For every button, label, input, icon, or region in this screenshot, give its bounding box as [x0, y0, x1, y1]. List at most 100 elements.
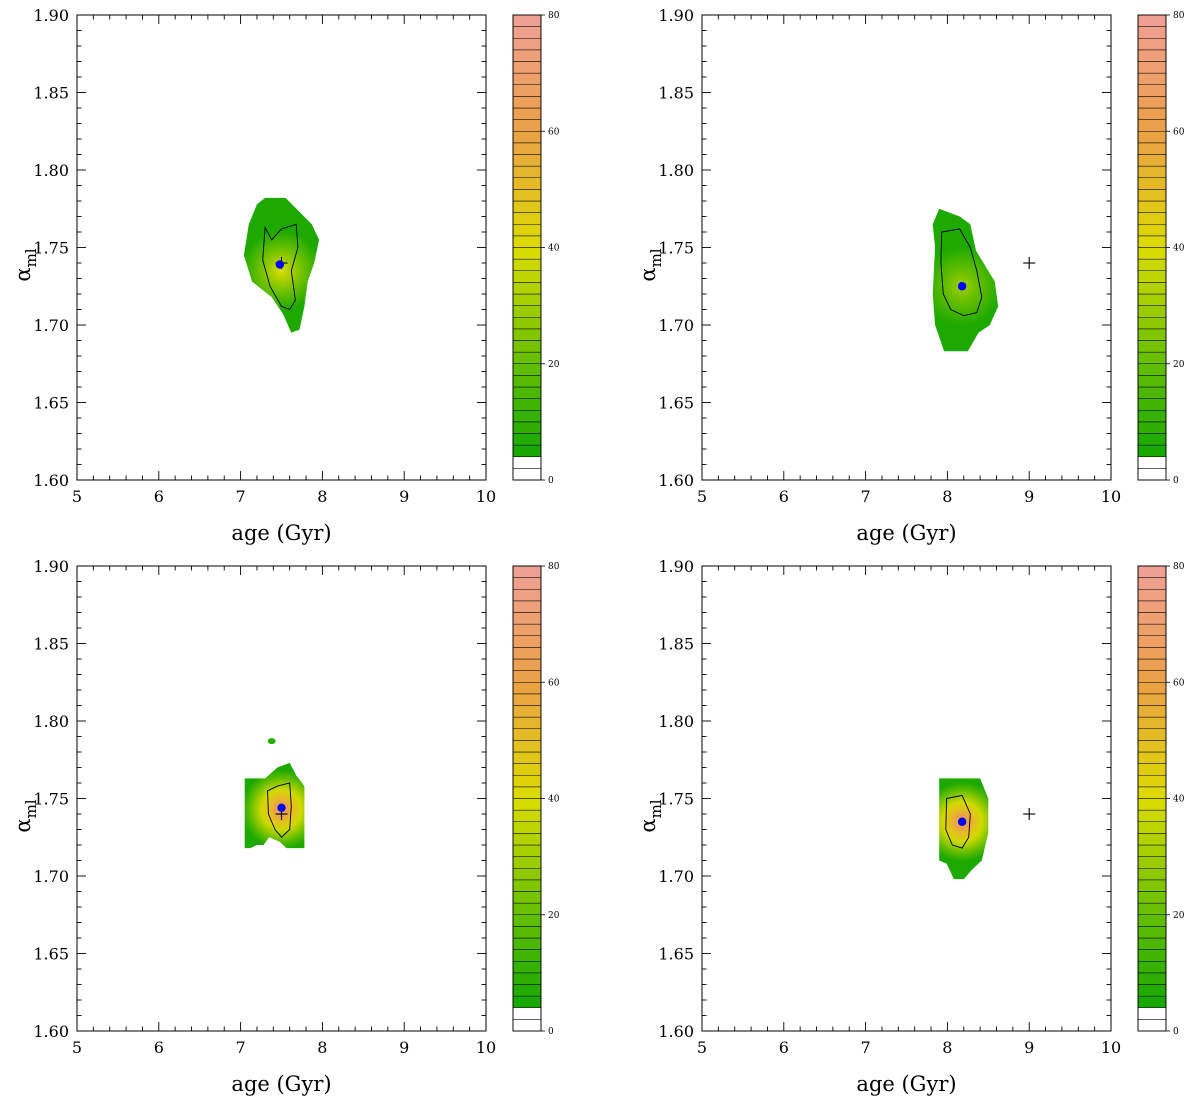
y-tick-label: 1.85 — [658, 84, 694, 103]
colorbar-tick-label: 80 — [548, 562, 560, 572]
colorbar-tick-label: 20 — [548, 911, 560, 921]
y-tick-label: 1.70 — [658, 316, 694, 335]
colorbar: 0 20 40 60 80 — [512, 11, 560, 486]
y-axis-label: αml — [11, 248, 40, 281]
y-tick-label: 1.90 — [33, 6, 69, 25]
y-tick-label: 1.60 — [33, 1022, 69, 1041]
colorbar-tick-label: 0 — [1173, 1027, 1179, 1037]
panel-bottom-left: 5 6 7 8 9 10 1.60 1.65 1.70 1.75 1.80 1.85 1.90 age (… — [11, 557, 560, 1096]
best-fit-point — [275, 260, 285, 269]
x-tick-label: 10 — [476, 1038, 496, 1057]
ticks — [76, 14, 487, 481]
ticks — [76, 565, 487, 1032]
y-tick-label: 1.80 — [658, 712, 694, 731]
probability-region — [932, 208, 999, 352]
y-tick-label: 1.60 — [658, 1022, 694, 1041]
x-tick-label: 5 — [697, 487, 707, 506]
best-fit-point — [957, 282, 967, 291]
panel-bottom-right: 5 6 7 8 9 10 1.60 1.65 1.70 1.75 1.80 1.85 1.90 age (… — [636, 557, 1185, 1096]
x-axis-label: age (Gyr) — [231, 521, 331, 545]
x-tick-label: 10 — [1101, 1038, 1121, 1057]
colorbar-tick-label: 60 — [1173, 127, 1185, 137]
colorbar: 0 20 40 60 80 — [512, 562, 560, 1037]
y-tick-label: 1.75 — [658, 790, 694, 809]
x-axis-label: age (Gyr) — [231, 1072, 331, 1096]
confidence-contour — [945, 794, 971, 849]
x-tick-label: 5 — [72, 1038, 82, 1057]
y-axis-label: αml — [636, 248, 665, 281]
x-tick-label: 10 — [476, 487, 496, 506]
best-fit-point — [957, 817, 967, 826]
colorbar-tick-label: 60 — [548, 678, 560, 688]
x-tick-label: 7 — [236, 487, 246, 506]
x-tick-label: 9 — [1024, 1038, 1034, 1057]
y-tick-label: 1.80 — [33, 161, 69, 180]
probability-region — [939, 778, 989, 880]
y-axis-label: αml — [636, 799, 665, 832]
ticks — [701, 565, 1112, 1032]
x-tick-label: 10 — [1101, 487, 1121, 506]
y-tick-label: 1.85 — [33, 635, 69, 654]
axes-frame — [701, 565, 1112, 1032]
y-tick-label: 1.90 — [658, 557, 694, 576]
true-value-marker — [1023, 808, 1036, 820]
x-tick-label: 9 — [399, 1038, 409, 1057]
colorbar-tick-label: 40 — [548, 795, 560, 805]
panel-top-left: 5 6 7 8 9 10 1.60 1.65 1.70 1.75 1.80 1.85 1.90 age (… — [11, 6, 560, 545]
y-tick-label: 1.70 — [658, 867, 694, 886]
y-tick-label: 1.60 — [33, 471, 69, 490]
y-tick-label: 1.70 — [33, 316, 69, 335]
x-tick-label: 6 — [779, 1038, 789, 1057]
colorbar: 0 20 40 60 80 — [1137, 11, 1185, 486]
x-tick-label: 5 — [697, 1038, 707, 1057]
colorbar-tick-label: 80 — [1173, 562, 1185, 572]
colorbar-tick-label: 20 — [1173, 360, 1185, 370]
y-tick-label: 1.65 — [33, 394, 69, 413]
y-tick-label: 1.75 — [33, 790, 69, 809]
confidence-contour — [940, 228, 983, 317]
x-axis-label: age (Gyr) — [856, 521, 956, 545]
colorbar-tick-label: 40 — [548, 244, 560, 254]
y-tick-label: 1.80 — [658, 161, 694, 180]
panel-top-right: 5 6 7 8 9 10 1.60 1.65 1.70 1.75 1.80 1.85 1.90 age (… — [636, 6, 1185, 545]
colorbar-tick-label: 0 — [548, 476, 554, 486]
probability-region — [244, 762, 305, 849]
plot-area — [939, 778, 1036, 880]
y-tick-label: 1.85 — [33, 84, 69, 103]
true-value-marker — [1023, 257, 1036, 269]
colorbar-tick-label: 40 — [1173, 795, 1185, 805]
x-tick-label: 7 — [236, 1038, 246, 1057]
probability-island — [267, 738, 276, 745]
y-tick-label: 1.75 — [33, 239, 69, 258]
x-tick-label: 7 — [861, 487, 871, 506]
colorbar-tick-label: 20 — [548, 360, 560, 370]
colorbar-tick-label: 60 — [1173, 678, 1185, 688]
x-tick-label: 6 — [154, 487, 164, 506]
y-tick-label: 1.60 — [658, 471, 694, 490]
x-tick-label: 6 — [779, 487, 789, 506]
colorbar: 0 20 40 60 80 — [1137, 562, 1185, 1037]
y-tick-label: 1.65 — [658, 945, 694, 964]
x-axis-label: age (Gyr) — [856, 1072, 956, 1096]
x-tick-label: 8 — [942, 487, 952, 506]
plot-area — [244, 738, 305, 849]
x-tick-label: 8 — [317, 1038, 327, 1057]
x-tick-label: 7 — [861, 1038, 871, 1057]
x-tick-label: 6 — [154, 1038, 164, 1057]
confidence-contour — [262, 223, 299, 311]
colorbar-tick-label: 60 — [548, 127, 560, 137]
plot-area — [243, 197, 320, 333]
x-tick-label: 9 — [1024, 487, 1034, 506]
x-tick-label: 8 — [317, 487, 327, 506]
y-tick-label: 1.90 — [33, 557, 69, 576]
axes-frame — [701, 14, 1112, 481]
colorbar-tick-label: 40 — [1173, 244, 1185, 254]
confidence-contour — [267, 782, 292, 838]
colorbar-tick-label: 80 — [1173, 11, 1185, 21]
y-tick-label: 1.65 — [33, 945, 69, 964]
x-tick-label: 9 — [399, 487, 409, 506]
best-fit-point — [277, 803, 286, 812]
ticks — [701, 14, 1112, 481]
colorbar-tick-label: 0 — [548, 1027, 554, 1037]
plot-area — [932, 208, 1036, 352]
